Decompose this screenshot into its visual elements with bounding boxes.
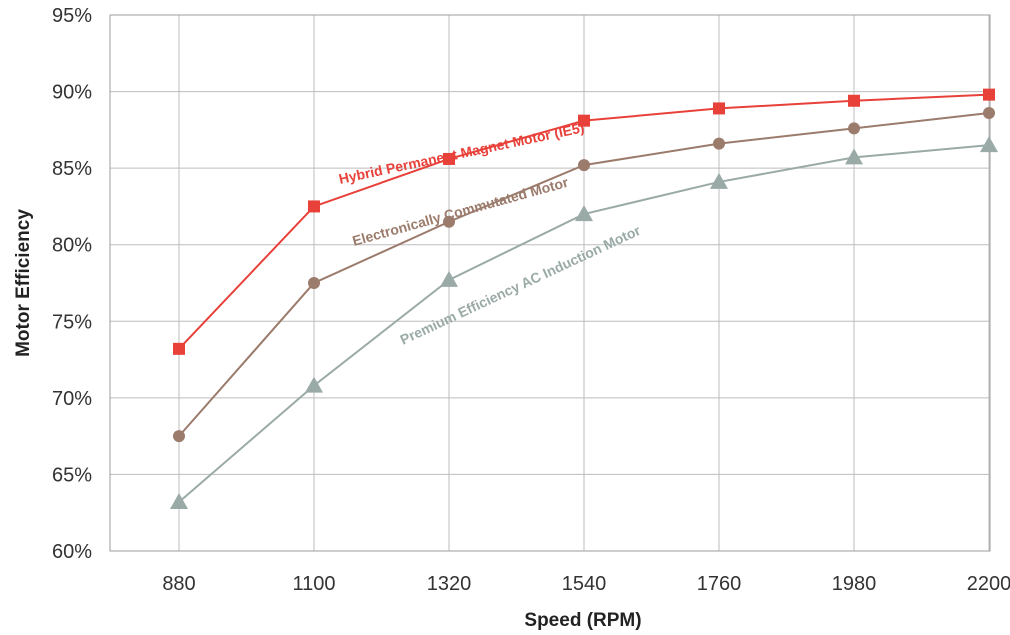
x-axis-title: Speed (RPM) [524, 610, 641, 631]
data-point-circle [173, 430, 185, 443]
data-point-circle [983, 107, 995, 120]
y-tick-label: 95% [52, 5, 92, 27]
y-tick-label: 60% [52, 541, 92, 563]
x-tick-label: 1100 [292, 573, 335, 595]
y-axis-ticks: 60% 65% 70% 75% 80% 85% 90% 95% [52, 5, 92, 563]
x-tick-label: 880 [162, 573, 195, 595]
x-axis-ticks: 880 1100 1320 1540 1760 1980 2200 [162, 573, 1010, 595]
data-point-square [173, 342, 185, 355]
series [170, 88, 998, 509]
data-point-triangle [575, 205, 593, 222]
y-tick-label: 85% [52, 158, 92, 180]
y-tick-label: 65% [52, 464, 92, 486]
y-axis-title: Motor Efficiency [13, 209, 34, 357]
x-tick-label: 1540 [562, 573, 607, 595]
data-point-square [578, 114, 590, 127]
data-point-square [308, 200, 320, 213]
series-label-hybrid: Hybrid Permanent Magnet Motor (IE5) [337, 119, 585, 187]
data-point-circle [848, 122, 860, 135]
y-tick-label: 75% [52, 311, 92, 333]
x-tick-label: 2200 [967, 573, 1010, 595]
data-point-circle [308, 277, 320, 289]
data-point-circle [713, 137, 725, 150]
data-point-triangle [170, 492, 188, 509]
data-point-triangle [440, 270, 458, 287]
series-0 [173, 88, 995, 355]
data-point-square [983, 88, 995, 101]
data-point-square [848, 94, 860, 107]
data-point-square [443, 152, 455, 165]
x-tick-label: 1980 [832, 573, 877, 595]
data-point-square [713, 102, 725, 115]
series-label-ac: Premium Efficiency AC Induction Motor [398, 222, 644, 348]
x-tick-label: 1760 [697, 573, 742, 595]
y-tick-label: 80% [52, 235, 92, 257]
data-point-triangle [980, 136, 998, 153]
data-point-triangle [710, 172, 728, 189]
data-point-circle [578, 159, 590, 172]
series-1 [173, 107, 995, 443]
x-tick-label: 1320 [427, 573, 472, 595]
data-point-circle [443, 215, 455, 228]
grid [110, 14, 990, 552]
series-labels: Hybrid Permanent Magnet Motor (IE5) Elec… [337, 119, 643, 348]
series-2 [170, 136, 998, 509]
plot-frame [109, 14, 991, 552]
data-point-triangle [305, 376, 323, 393]
data-point-triangle [845, 148, 863, 165]
y-tick-label: 90% [52, 82, 92, 104]
y-tick-label: 70% [52, 388, 92, 410]
